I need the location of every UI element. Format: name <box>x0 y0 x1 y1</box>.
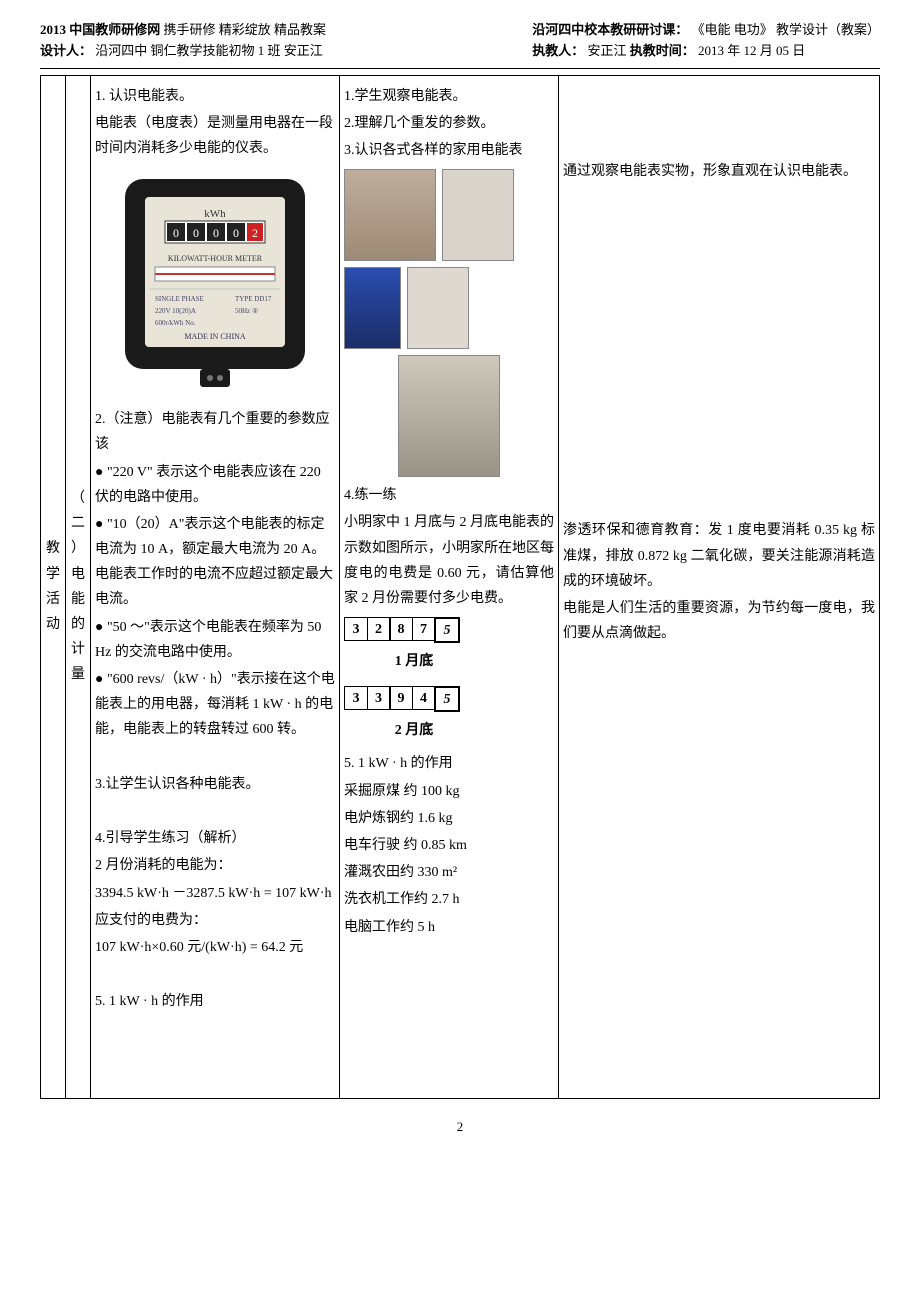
meter-thumbs-row1 <box>344 169 554 261</box>
text: 电车行驶 约 0.85 km <box>344 833 554 858</box>
text: 5. 1 kW · h 的作用 <box>95 989 335 1014</box>
text: 洗衣机工作约 2.7 h <box>344 887 554 912</box>
text: 3.让学生认识各种电能表。 <box>95 772 335 797</box>
header-right: 沿河四中校本教研研讨课： 《电能 电功》 教学设计（教案） 执教人： 安正江 执… <box>532 20 880 62</box>
sidebar-char: （ <box>66 486 90 511</box>
text: 2 月份消耗的电能为： <box>95 853 335 878</box>
sidebar-char: 二 <box>66 511 90 536</box>
meter-thumbs-row3 <box>344 355 554 477</box>
text: 1.学生观察电能表。 <box>344 84 554 109</box>
meter-thumb <box>407 267 469 349</box>
sidebar-col2: （ 二 ） 电 能 的 计 量 <box>66 75 91 1098</box>
meter-thumb <box>344 267 401 349</box>
header-left: 2013 中国教师研修网 携手研修 精彩绽放 精品教案 设计人： 沿河四中 铜仁… <box>40 20 326 62</box>
svg-text:kWh: kWh <box>204 208 226 220</box>
text: 3.认识各式各样的家用电能表 <box>344 138 554 163</box>
course-label: 沿河四中校本教研研讨课： <box>532 22 688 37</box>
header-slogan: 携手研修 精彩绽放 精品教案 <box>164 22 327 37</box>
svg-text:SINGLE PHASE: SINGLE PHASE <box>155 295 204 303</box>
month2-label: 2 月底 <box>344 718 484 743</box>
sidebar-char: ） <box>66 536 90 561</box>
digit: 3 <box>344 617 368 641</box>
meter-image: kWh 0 0 0 0 2 KILOWATT-HOUR METER SINGLE… <box>115 169 315 399</box>
designer-value: 沿河四中 铜仁教学技能初物 1 班 安正江 <box>95 43 323 58</box>
text: 107 kW·h×0.60 元/(kW·h) = 64.2 元 <box>95 935 335 960</box>
sidebar-char: 学 <box>41 562 65 587</box>
page-header: 2013 中国教师研修网 携手研修 精彩绽放 精品教案 设计人： 沿河四中 铜仁… <box>40 20 880 69</box>
digit: 3 <box>367 686 391 710</box>
svg-text:0: 0 <box>193 226 199 240</box>
page-number: 2 <box>40 1119 880 1135</box>
sidebar-char: 教 <box>41 536 65 561</box>
digit: 9 <box>389 686 413 710</box>
svg-text:0: 0 <box>233 226 239 240</box>
meter-thumb <box>398 355 500 477</box>
text: 2.理解几个重发的参数。 <box>344 111 554 136</box>
digit: 5 <box>434 617 460 643</box>
digit: 8 <box>389 617 413 641</box>
text: 电炉炼钢约 1.6 kg <box>344 806 554 831</box>
text: 小明家中 1 月底与 2 月底电能表的示数如图所示，小明家所在地区每度电的电费是… <box>344 510 554 611</box>
header-site: 2013 中国教师研修网 <box>40 22 160 37</box>
text: 电能表（电度表）是测量用电器在一段时间内消耗多少电能的仪表。 <box>95 111 335 161</box>
notes-cell: 通过观察电能表实物，形象直观在认识电能表。 渗透环保和德育教育：发 1 度电要消… <box>559 75 880 1098</box>
meter-reading-2: 3 3 9 4 5 <box>344 686 459 712</box>
teacher-activity-cell: 1. 认识电能表。 电能表（电度表）是测量用电器在一段时间内消耗多少电能的仪表。… <box>91 75 340 1098</box>
svg-text:2: 2 <box>252 226 258 240</box>
svg-text:KILOWATT-HOUR METER: KILOWATT-HOUR METER <box>168 254 263 263</box>
digit: 7 <box>412 617 436 641</box>
sidebar-char: 计 <box>66 637 90 662</box>
svg-text:600r/kWh No.: 600r/kWh No. <box>155 319 196 327</box>
sidebar-char: 的 <box>66 612 90 637</box>
course-title: 《电能 电功》 教学设计（教案） <box>691 22 880 37</box>
digit: 2 <box>367 617 391 641</box>
time-value: 2013 年 12 月 05 日 <box>698 43 805 58</box>
text: 灌溉农田约 330 m² <box>344 860 554 885</box>
text: 采掘原煤 约 100 kg <box>344 779 554 804</box>
text: 2.（注意）电能表有几个重要的参数应该 <box>95 407 335 457</box>
sidebar-char: 动 <box>41 612 65 637</box>
text: 应支付的电费为： <box>95 908 335 933</box>
svg-text:50Hz ②: 50Hz ② <box>235 307 258 315</box>
text: 1. 认识电能表。 <box>95 84 335 109</box>
designer-label: 设计人： <box>40 43 92 58</box>
svg-text:220V 10(20)A: 220V 10(20)A <box>155 307 196 315</box>
meter-thumbs-row2 <box>344 267 554 349</box>
svg-text:0: 0 <box>213 226 219 240</box>
sidebar-char: 能 <box>66 587 90 612</box>
student-activity-cell: 1.学生观察电能表。 2.理解几个重发的参数。 3.认识各式各样的家用电能表 4… <box>340 75 559 1098</box>
text: 电能是人们生活的重要资源，为节约每一度电，我们要从点滴做起。 <box>563 596 875 646</box>
text: ● "50 ～"表示这个电能表在频率为 50 Hz 的交流电路中使用。 <box>95 615 335 665</box>
text: 电脑工作约 5 h <box>344 915 554 940</box>
text: ● "600 revs/（kW · h）"表示接在这个电能表上的用电器，每消耗 … <box>95 667 335 743</box>
digit: 5 <box>434 686 460 712</box>
text: 通过观察电能表实物，形象直观在认识电能表。 <box>563 159 875 184</box>
sidebar-char: 电 <box>66 562 90 587</box>
sidebar-char: 量 <box>66 662 90 687</box>
text: 4.引导学生练习（解析） <box>95 826 335 851</box>
digit: 4 <box>412 686 436 710</box>
text: 3394.5 kW·h －3287.5 kW·h = 107 kW·h <box>95 881 335 906</box>
digit: 3 <box>344 686 368 710</box>
meter-thumb <box>344 169 436 261</box>
svg-text:MADE IN CHINA: MADE IN CHINA <box>184 332 246 341</box>
meter-reading-1: 3 2 8 7 5 <box>344 617 459 643</box>
text: ● "220 V" 表示这个电能表应该在 220 伏的电路中使用。 <box>95 460 335 510</box>
text: 5. 1 kW · h 的作用 <box>344 751 554 776</box>
svg-text:0: 0 <box>173 226 179 240</box>
text: 渗透环保和德育教育：发 1 度电要消耗 0.35 kg 标准煤，排放 0.872… <box>563 518 875 594</box>
teacher-value: 安正江 <box>587 43 629 58</box>
month1-label: 1 月底 <box>344 649 484 674</box>
text: 4.练一练 <box>344 483 554 508</box>
meter-thumb <box>442 169 514 261</box>
time-label: 执教时间： <box>630 43 695 58</box>
lesson-table: 教 学 活 动 （ 二 ） 电 能 的 计 量 1. 认识电能表。 电能表（电度… <box>40 75 880 1099</box>
sidebar-col1: 教 学 活 动 <box>41 75 66 1098</box>
svg-text:TYPE DD17: TYPE DD17 <box>235 295 272 303</box>
text: ● "10（20）A"表示这个电能表的标定电流为 10 A，额定最大电流为 20… <box>95 512 335 613</box>
sidebar-char: 活 <box>41 587 65 612</box>
teacher-label: 执教人： <box>532 43 584 58</box>
